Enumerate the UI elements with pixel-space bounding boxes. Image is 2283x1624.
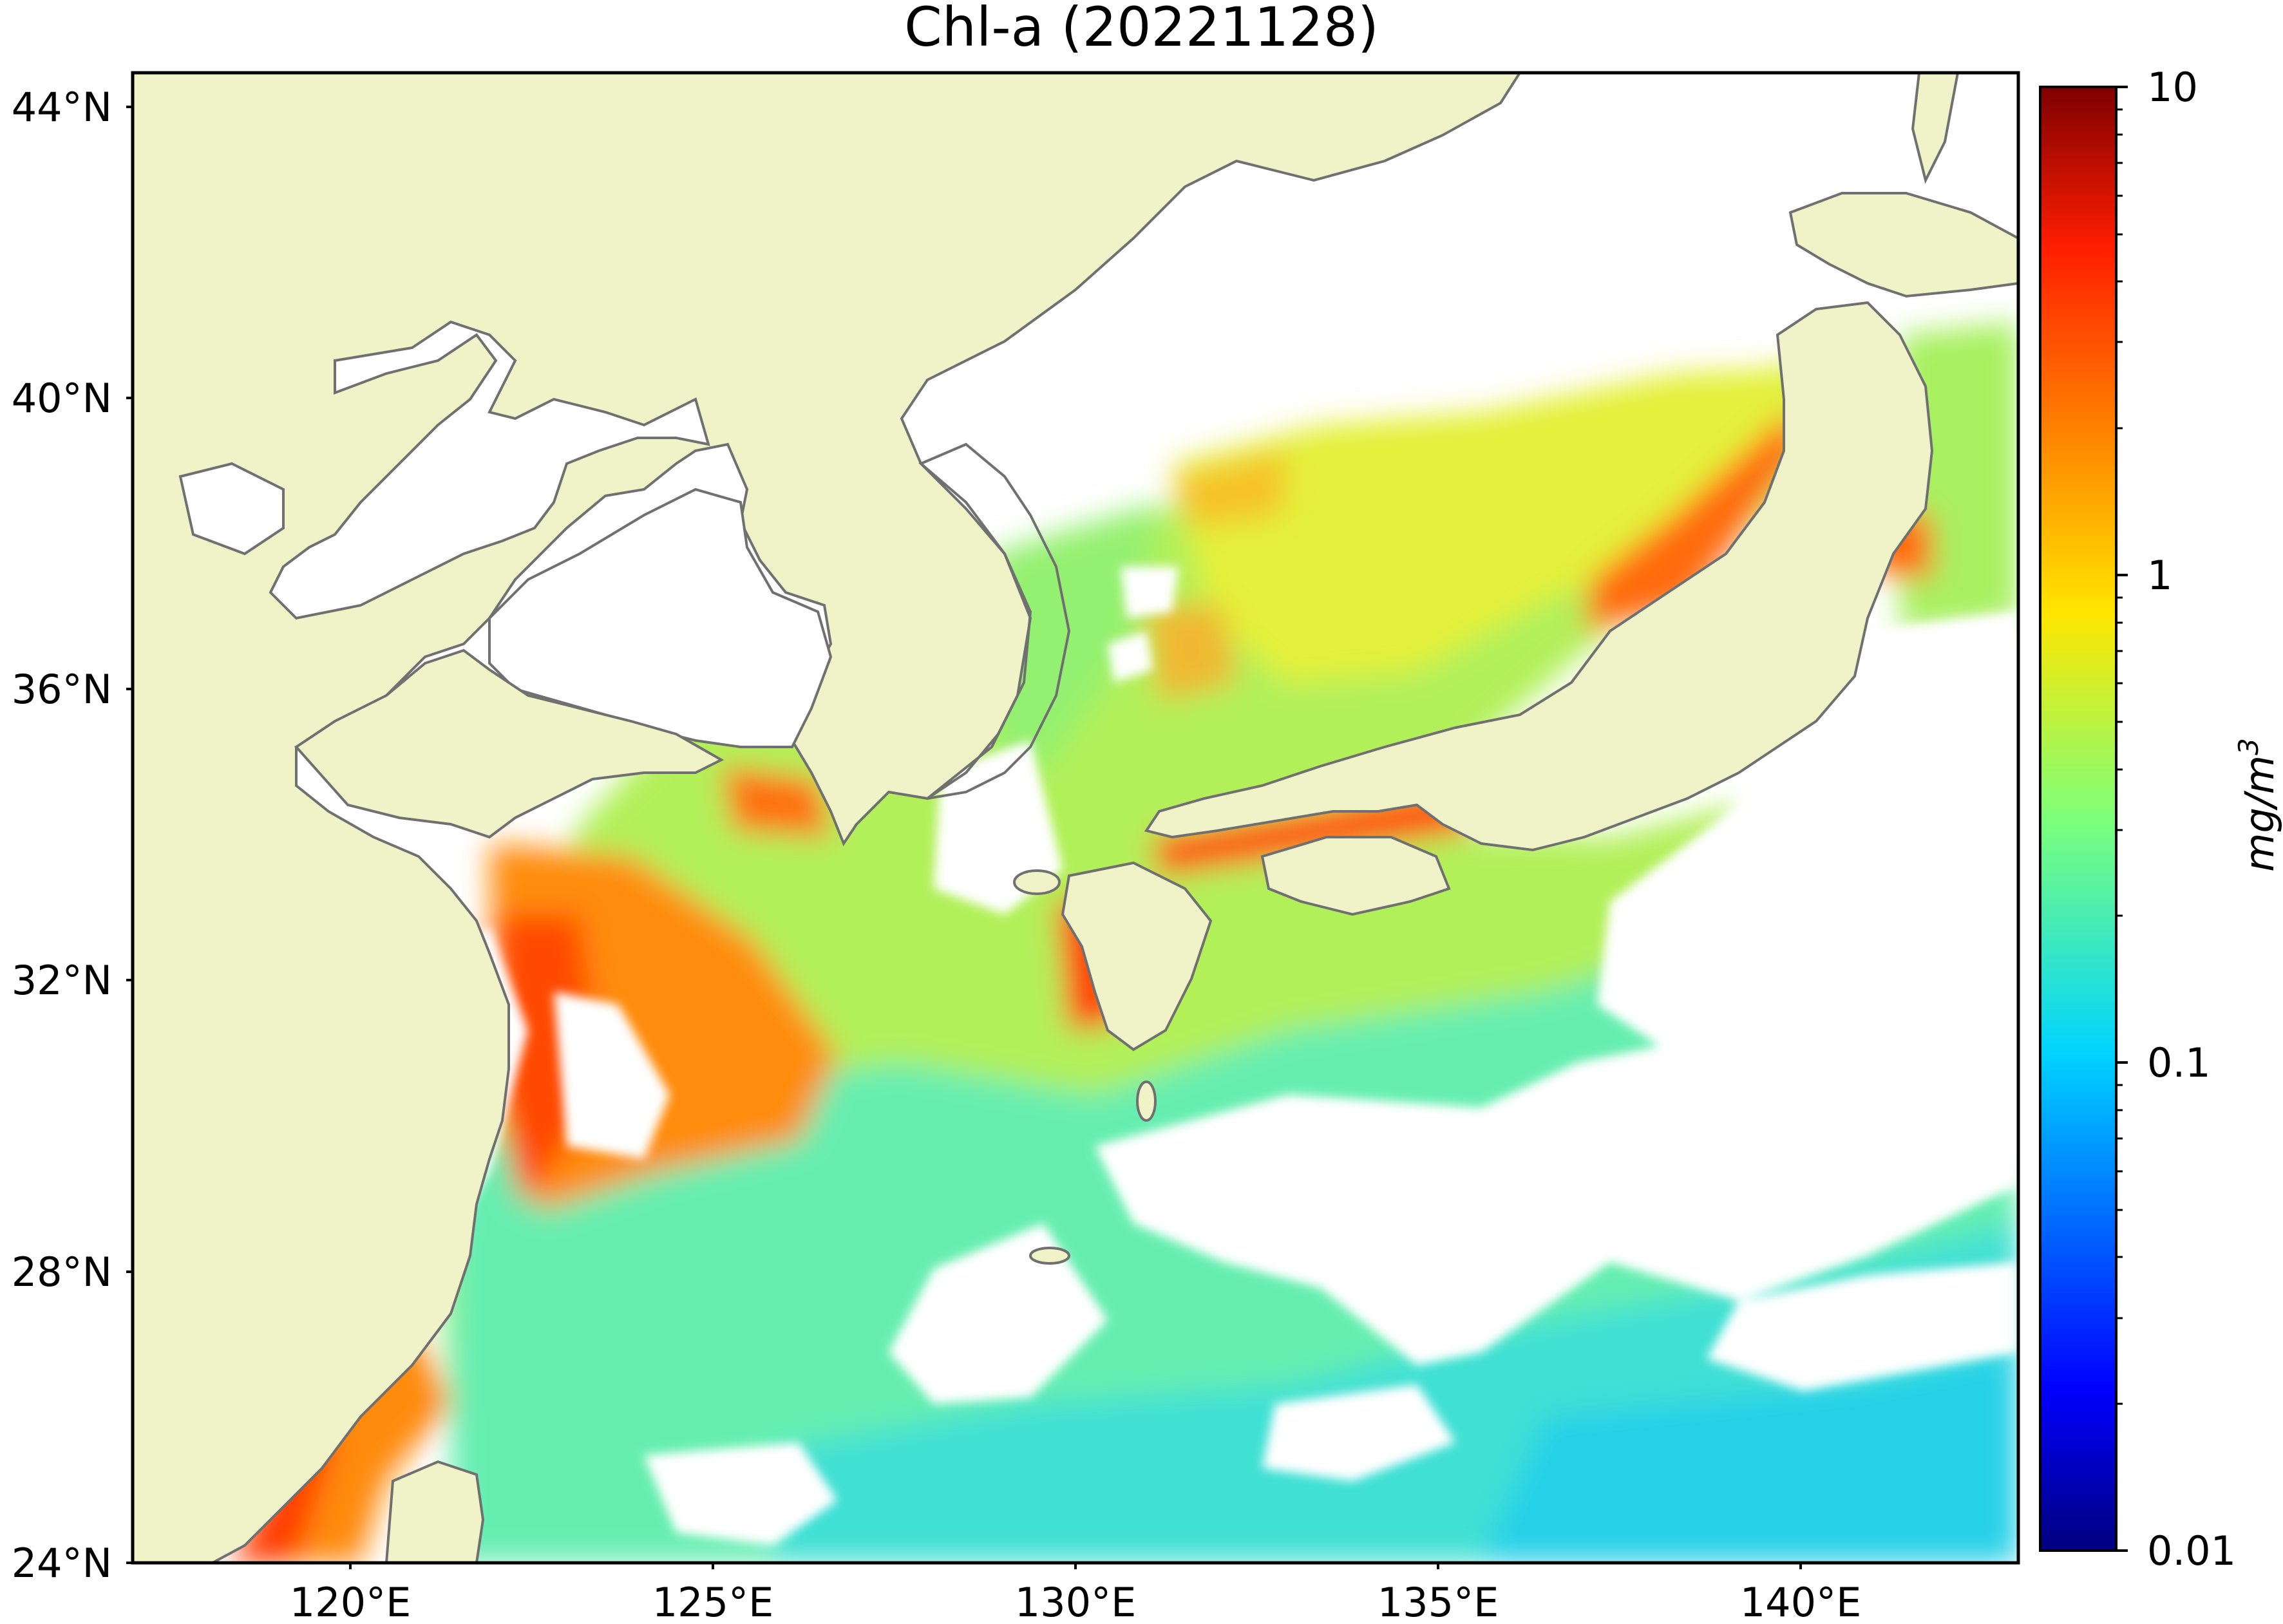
colorbar-tick-label: 10 — [2147, 64, 2198, 111]
colorbar-frame — [2039, 86, 2117, 1552]
lon-tick-label: 140°E — [1740, 1579, 1862, 1624]
colorbar-tick-label: 0.1 — [2147, 1039, 2211, 1086]
colorbar-tick-label: 1 — [2147, 552, 2172, 599]
colorbar-tick-label: 0.01 — [2147, 1527, 2236, 1574]
lat-tick-label: 36°N — [12, 666, 112, 713]
lon-ticks: 120°E 125°E 130°E 135°E 140°E — [290, 1563, 1862, 1624]
lat-tick-label: 44°N — [12, 84, 112, 131]
lat-tick-label: 32°N — [12, 957, 112, 1004]
lon-tick-label: 130°E — [1015, 1579, 1137, 1624]
map-title: Chl-a (20221128) — [904, 0, 1379, 59]
lon-tick-label: 125°E — [652, 1579, 774, 1624]
map-plot-area — [133, 73, 2018, 1563]
colorbar-label: mg/m3 — [2233, 738, 2283, 872]
lat-tick-label: 40°N — [12, 375, 112, 422]
colorbar-gradient — [2040, 87, 2116, 1551]
lat-ticks: 44°N 40°N 36°N 32°N 28°N 24°N — [12, 84, 133, 1587]
lat-tick-label: 24°N — [12, 1540, 112, 1587]
lon-tick-label: 120°E — [290, 1579, 412, 1624]
lat-tick-label: 28°N — [12, 1249, 112, 1296]
land-mass — [133, 73, 2018, 1563]
lon-tick-label: 135°E — [1378, 1579, 1499, 1624]
colorbar: 10 1 0.1 0.01 mg/m3 — [2039, 64, 2283, 1574]
